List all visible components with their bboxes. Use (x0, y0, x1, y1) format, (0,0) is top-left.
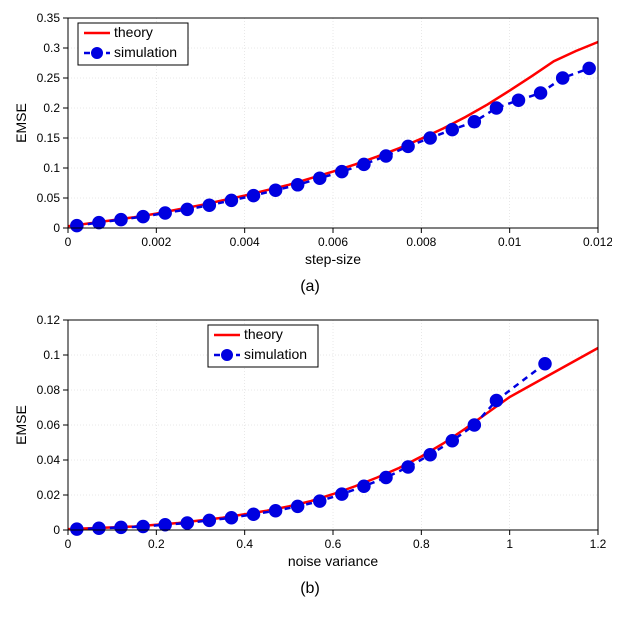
xtick-label: 0.008 (406, 235, 436, 249)
series-simulation-marker (403, 141, 414, 152)
ytick-label: 0.1 (43, 348, 60, 362)
series-simulation-marker (292, 179, 303, 190)
series-simulation-marker (182, 204, 193, 215)
series-simulation-marker (358, 159, 369, 170)
series-simulation-marker (93, 217, 104, 228)
series-simulation-marker (160, 519, 171, 530)
series-simulation-marker (381, 151, 392, 162)
series-simulation-marker (535, 88, 546, 99)
series-simulation-marker (513, 95, 524, 106)
chart-svg-a: 0 0.002 0.004 0.006 0.008 0.01 0.012 0 0.05 0.1 0.… (8, 8, 612, 274)
series-simulation-marker (425, 449, 436, 460)
series-simulation-marker (248, 190, 259, 201)
legend-marker-simulation (222, 350, 233, 361)
ytick-label: 0 (53, 523, 60, 537)
legend-marker-simulation (92, 48, 103, 59)
series-simulation-marker (584, 63, 595, 74)
xtick-label: 0.6 (325, 537, 342, 551)
ytick-label: 0.05 (37, 191, 61, 205)
xtick-label: 1.2 (590, 537, 607, 551)
xlabel: noise variance (288, 553, 378, 569)
xtick-label: 0.004 (230, 235, 260, 249)
xtick-label: 0 (65, 537, 72, 551)
ytick-label: 0.15 (37, 131, 61, 145)
subplot-label-b: (b) (8, 580, 612, 598)
series-simulation-marker (116, 214, 127, 225)
ytick-label: 0.35 (37, 11, 61, 25)
series-simulation-marker (358, 481, 369, 492)
series-simulation-marker (469, 116, 480, 127)
legend-label-simulation: simulation (114, 44, 177, 60)
xtick-label: 0.2 (148, 537, 165, 551)
series-simulation-marker (491, 395, 502, 406)
series-simulation-marker (314, 173, 325, 184)
subplot-label-a: (a) (8, 278, 612, 296)
series-simulation-marker (226, 512, 237, 523)
series-simulation-marker (540, 358, 551, 369)
series-simulation-marker (204, 515, 215, 526)
series-simulation-marker (336, 489, 347, 500)
series-simulation-marker (557, 73, 568, 84)
series-simulation-marker (248, 509, 259, 520)
series-simulation-marker (182, 518, 193, 529)
series-simulation-marker (204, 200, 215, 211)
ytick-label: 0.02 (37, 488, 61, 502)
chart-panel-a: 0 0.002 0.004 0.006 0.008 0.01 0.012 0 0.05 0.1 0.… (8, 8, 612, 274)
series-simulation-marker (71, 524, 82, 535)
ylabel: EMSE (13, 405, 29, 445)
chart-svg-b: 0 0.2 0.4 0.6 0.8 1 1.2 0 0.02 0.04 0.06 0.08 0.1 0.1… (8, 310, 612, 576)
series-simulation-marker (93, 523, 104, 534)
series-simulation-marker (447, 435, 458, 446)
series-simulation-marker (447, 124, 458, 135)
chart-panel-b: 0 0.2 0.4 0.6 0.8 1 1.2 0 0.02 0.04 0.06 0.08 0.1 0.1… (8, 310, 612, 576)
xtick-label: 0 (65, 235, 72, 249)
xlabel: step-size (305, 251, 361, 267)
ytick-label: 0 (53, 221, 60, 235)
series-simulation-marker (491, 103, 502, 114)
xtick-label: 0.006 (318, 235, 348, 249)
series-simulation-marker (138, 211, 149, 222)
series-simulation-marker (270, 505, 281, 516)
ytick-label: 0.25 (37, 71, 61, 85)
series-simulation-marker (314, 496, 325, 507)
legend-label-theory: theory (244, 326, 283, 342)
series-simulation-marker (270, 185, 281, 196)
series-simulation-marker (116, 522, 127, 533)
series-simulation-marker (226, 195, 237, 206)
series-simulation-marker (292, 501, 303, 512)
legend-label-simulation: simulation (244, 346, 307, 362)
xtick-label: 0.002 (141, 235, 171, 249)
ytick-label: 0.2 (43, 101, 60, 115)
series-simulation-marker (469, 420, 480, 431)
ytick-label: 0.1 (43, 161, 60, 175)
ytick-label: 0.04 (37, 453, 61, 467)
xtick-label: 0.012 (583, 235, 612, 249)
xtick-label: 1 (506, 537, 513, 551)
ytick-label: 0.06 (37, 418, 61, 432)
xtick-label: 0.8 (413, 537, 430, 551)
ytick-label: 0.3 (43, 41, 60, 55)
legend-label-theory: theory (114, 24, 153, 40)
series-simulation-marker (336, 166, 347, 177)
xtick-label: 0.4 (236, 537, 253, 551)
series-simulation-marker (71, 220, 82, 231)
series-simulation-marker (403, 462, 414, 473)
xtick-label: 0.01 (498, 235, 522, 249)
ytick-label: 0.12 (37, 313, 61, 327)
series-simulation-marker (425, 133, 436, 144)
ytick-label: 0.08 (37, 383, 61, 397)
series-simulation-marker (381, 472, 392, 483)
ylabel: EMSE (13, 103, 29, 143)
series-simulation-marker (160, 208, 171, 219)
